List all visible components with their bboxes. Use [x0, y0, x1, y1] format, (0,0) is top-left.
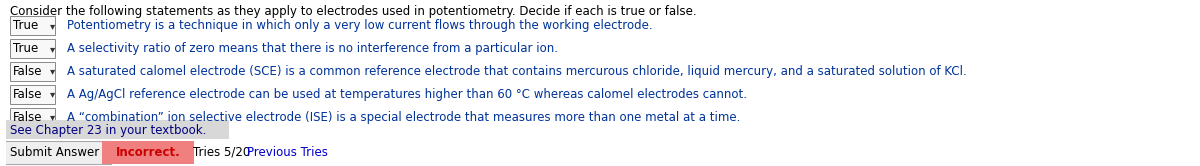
- Text: Incorrect.: Incorrect.: [115, 146, 180, 159]
- Text: False: False: [13, 88, 42, 101]
- FancyBboxPatch shape: [11, 62, 55, 81]
- Text: ▾: ▾: [50, 21, 55, 31]
- Text: See Chapter 23 in your textbook.: See Chapter 23 in your textbook.: [11, 124, 206, 137]
- Text: Previous Tries: Previous Tries: [247, 146, 328, 159]
- Text: ▾: ▾: [50, 44, 55, 54]
- Text: True: True: [13, 19, 38, 32]
- FancyBboxPatch shape: [11, 108, 55, 127]
- Text: A Ag/AgCl reference electrode can be used at temperatures higher than 60 °C wher: A Ag/AgCl reference electrode can be use…: [67, 88, 746, 101]
- Text: Consider the following statements as they apply to electrodes used in potentiome: Consider the following statements as the…: [11, 5, 697, 18]
- Text: Potentiometry is a technique in which only a very low current flows through the : Potentiometry is a technique in which on…: [67, 19, 653, 32]
- Text: Tries 5/20: Tries 5/20: [193, 146, 250, 159]
- FancyBboxPatch shape: [11, 85, 55, 104]
- Text: False: False: [13, 65, 42, 78]
- FancyBboxPatch shape: [6, 120, 229, 139]
- Text: A selectivity ratio of zero means that there is no interference from a particula: A selectivity ratio of zero means that t…: [67, 42, 558, 55]
- Text: Submit Answer: Submit Answer: [11, 146, 100, 159]
- Text: A saturated calomel electrode (SCE) is a common reference electrode that contain: A saturated calomel electrode (SCE) is a…: [67, 65, 966, 78]
- FancyBboxPatch shape: [11, 39, 55, 58]
- Text: ▾: ▾: [50, 67, 55, 77]
- Text: ▾: ▾: [50, 89, 55, 99]
- FancyBboxPatch shape: [11, 16, 55, 35]
- Text: ▾: ▾: [50, 112, 55, 122]
- Text: True: True: [13, 42, 38, 55]
- FancyBboxPatch shape: [0, 141, 112, 164]
- Text: False: False: [13, 111, 42, 124]
- FancyBboxPatch shape: [102, 141, 193, 164]
- Text: A “combination” ion selective electrode (ISE) is a special electrode that measur: A “combination” ion selective electrode …: [67, 111, 740, 124]
